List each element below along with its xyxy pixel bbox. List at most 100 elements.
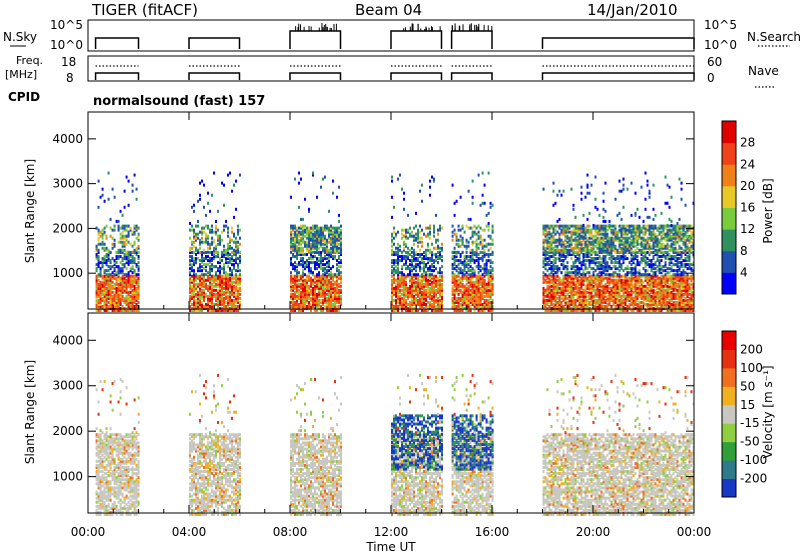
- heatmap-cell: [570, 309, 573, 312]
- heatmap-cell: [489, 201, 492, 205]
- heatmap-cell: [467, 189, 470, 193]
- heatmap-cell: [433, 228, 435, 232]
- heatmap-cell: [485, 273, 488, 277]
- heatmap-cell: [473, 253, 476, 257]
- heatmap-cell: [586, 304, 589, 308]
- heatmap-cell: [620, 309, 623, 312]
- heatmap-cell: [594, 290, 597, 294]
- heatmap-cell: [686, 286, 689, 290]
- heatmap-cell: [451, 257, 454, 261]
- heatmap-cell: [125, 284, 128, 288]
- heatmap-cell: [550, 296, 553, 300]
- heatmap-cell: [431, 175, 433, 179]
- heatmap-cell: [542, 263, 545, 267]
- heatmap-cell: [336, 300, 338, 304]
- heatmap-cell: [461, 269, 464, 273]
- heatmap-cell: [479, 276, 482, 280]
- heatmap-cell: [328, 273, 330, 277]
- heatmap-cell: [296, 282, 298, 286]
- heatmap-cell: [332, 246, 334, 250]
- heatmap-cell: [411, 255, 413, 259]
- heatmap-cell: [548, 298, 551, 302]
- heatmap-cell: [636, 298, 639, 302]
- heatmap-cell: [310, 244, 312, 248]
- heatmap-cell: [678, 309, 681, 312]
- heatmap-cell: [662, 274, 665, 278]
- heatmap-cell: [117, 240, 120, 244]
- heatmap-cell: [475, 251, 478, 255]
- heatmap-cell: [292, 226, 294, 230]
- heatmap-cell: [193, 263, 195, 267]
- heatmap-cell: [217, 267, 219, 271]
- heatmap-cell: [135, 278, 138, 282]
- heatmap-cell: [211, 269, 213, 273]
- heatmap-cell: [455, 253, 458, 257]
- heatmap-cell: [292, 276, 294, 280]
- heatmap-cell: [318, 300, 320, 304]
- heatmap-cell: [542, 276, 545, 280]
- heatmap-cell: [548, 309, 551, 312]
- heatmap-cell: [334, 309, 336, 312]
- heatmap-cell: [101, 259, 104, 263]
- heatmap-cell: [393, 304, 395, 308]
- heatmap-cell: [105, 255, 108, 259]
- heatmap-cell: [475, 284, 478, 288]
- heatmap-cell: [193, 271, 195, 275]
- heatmap-cell: [125, 261, 128, 265]
- heatmap-cell: [417, 263, 419, 267]
- heatmap-cell: [225, 250, 227, 254]
- heatmap-cell: [137, 290, 140, 294]
- heatmap-cell: [296, 280, 298, 284]
- heatmap-cell: [119, 267, 122, 271]
- heatmap-cell: [316, 296, 318, 300]
- heatmap-cell: [642, 294, 645, 298]
- heatmap-cell: [612, 286, 615, 290]
- heatmap-cell: [602, 276, 605, 280]
- heatmap-cell: [101, 292, 104, 296]
- heatmap-cell: [586, 253, 589, 257]
- heatmap-cell: [191, 205, 193, 209]
- heatmap-cell: [219, 234, 221, 238]
- heatmap-cell: [318, 228, 320, 232]
- heatmap-cell: [634, 300, 637, 304]
- heatmap-cell: [592, 298, 595, 302]
- heatmap-cell: [219, 292, 221, 296]
- heatmap-cell: [133, 304, 136, 308]
- heatmap-cell: [453, 228, 456, 232]
- heatmap-cell: [586, 302, 589, 306]
- heatmap-cell: [294, 296, 296, 300]
- heatmap-cell: [453, 263, 456, 267]
- heatmap-cell: [604, 309, 607, 312]
- heatmap-cell: [294, 255, 296, 259]
- freq-trace-group: [94, 65, 695, 80]
- heatmap-cell: [479, 269, 482, 273]
- heatmap-cell: [680, 302, 683, 306]
- heatmap-cell: [433, 269, 435, 273]
- heatmap-cell: [328, 309, 330, 312]
- heatmap-cell: [491, 230, 494, 234]
- heatmap-cell: [646, 286, 649, 290]
- heatmap-cell: [107, 276, 110, 280]
- heatmap-cell: [598, 276, 601, 280]
- heatmap-cell: [469, 304, 472, 308]
- heatmap-cell: [421, 267, 423, 271]
- heatmap-cell: [403, 282, 405, 286]
- heatmap-cell: [109, 259, 112, 263]
- heatmap-cell: [604, 306, 607, 310]
- heatmap-cell: [340, 296, 342, 300]
- heatmap-cell: [670, 296, 673, 300]
- nsky-trace-segment: [390, 30, 443, 49]
- heatmap-cell: [405, 261, 407, 265]
- heatmap-cell: [630, 286, 633, 290]
- heatmap-cell: [632, 296, 635, 300]
- heatmap-cell: [302, 286, 304, 290]
- heatmap-cell: [338, 300, 340, 304]
- heatmap-cell: [401, 274, 403, 278]
- heatmap-cell: [312, 242, 314, 246]
- heatmap-cell: [481, 171, 484, 175]
- heatmap-cell: [115, 273, 118, 277]
- heatmap-cell: [129, 300, 132, 304]
- heatmap-cell: [322, 290, 324, 294]
- heatmap-cell: [600, 278, 603, 282]
- heatmap-cell: [560, 282, 563, 286]
